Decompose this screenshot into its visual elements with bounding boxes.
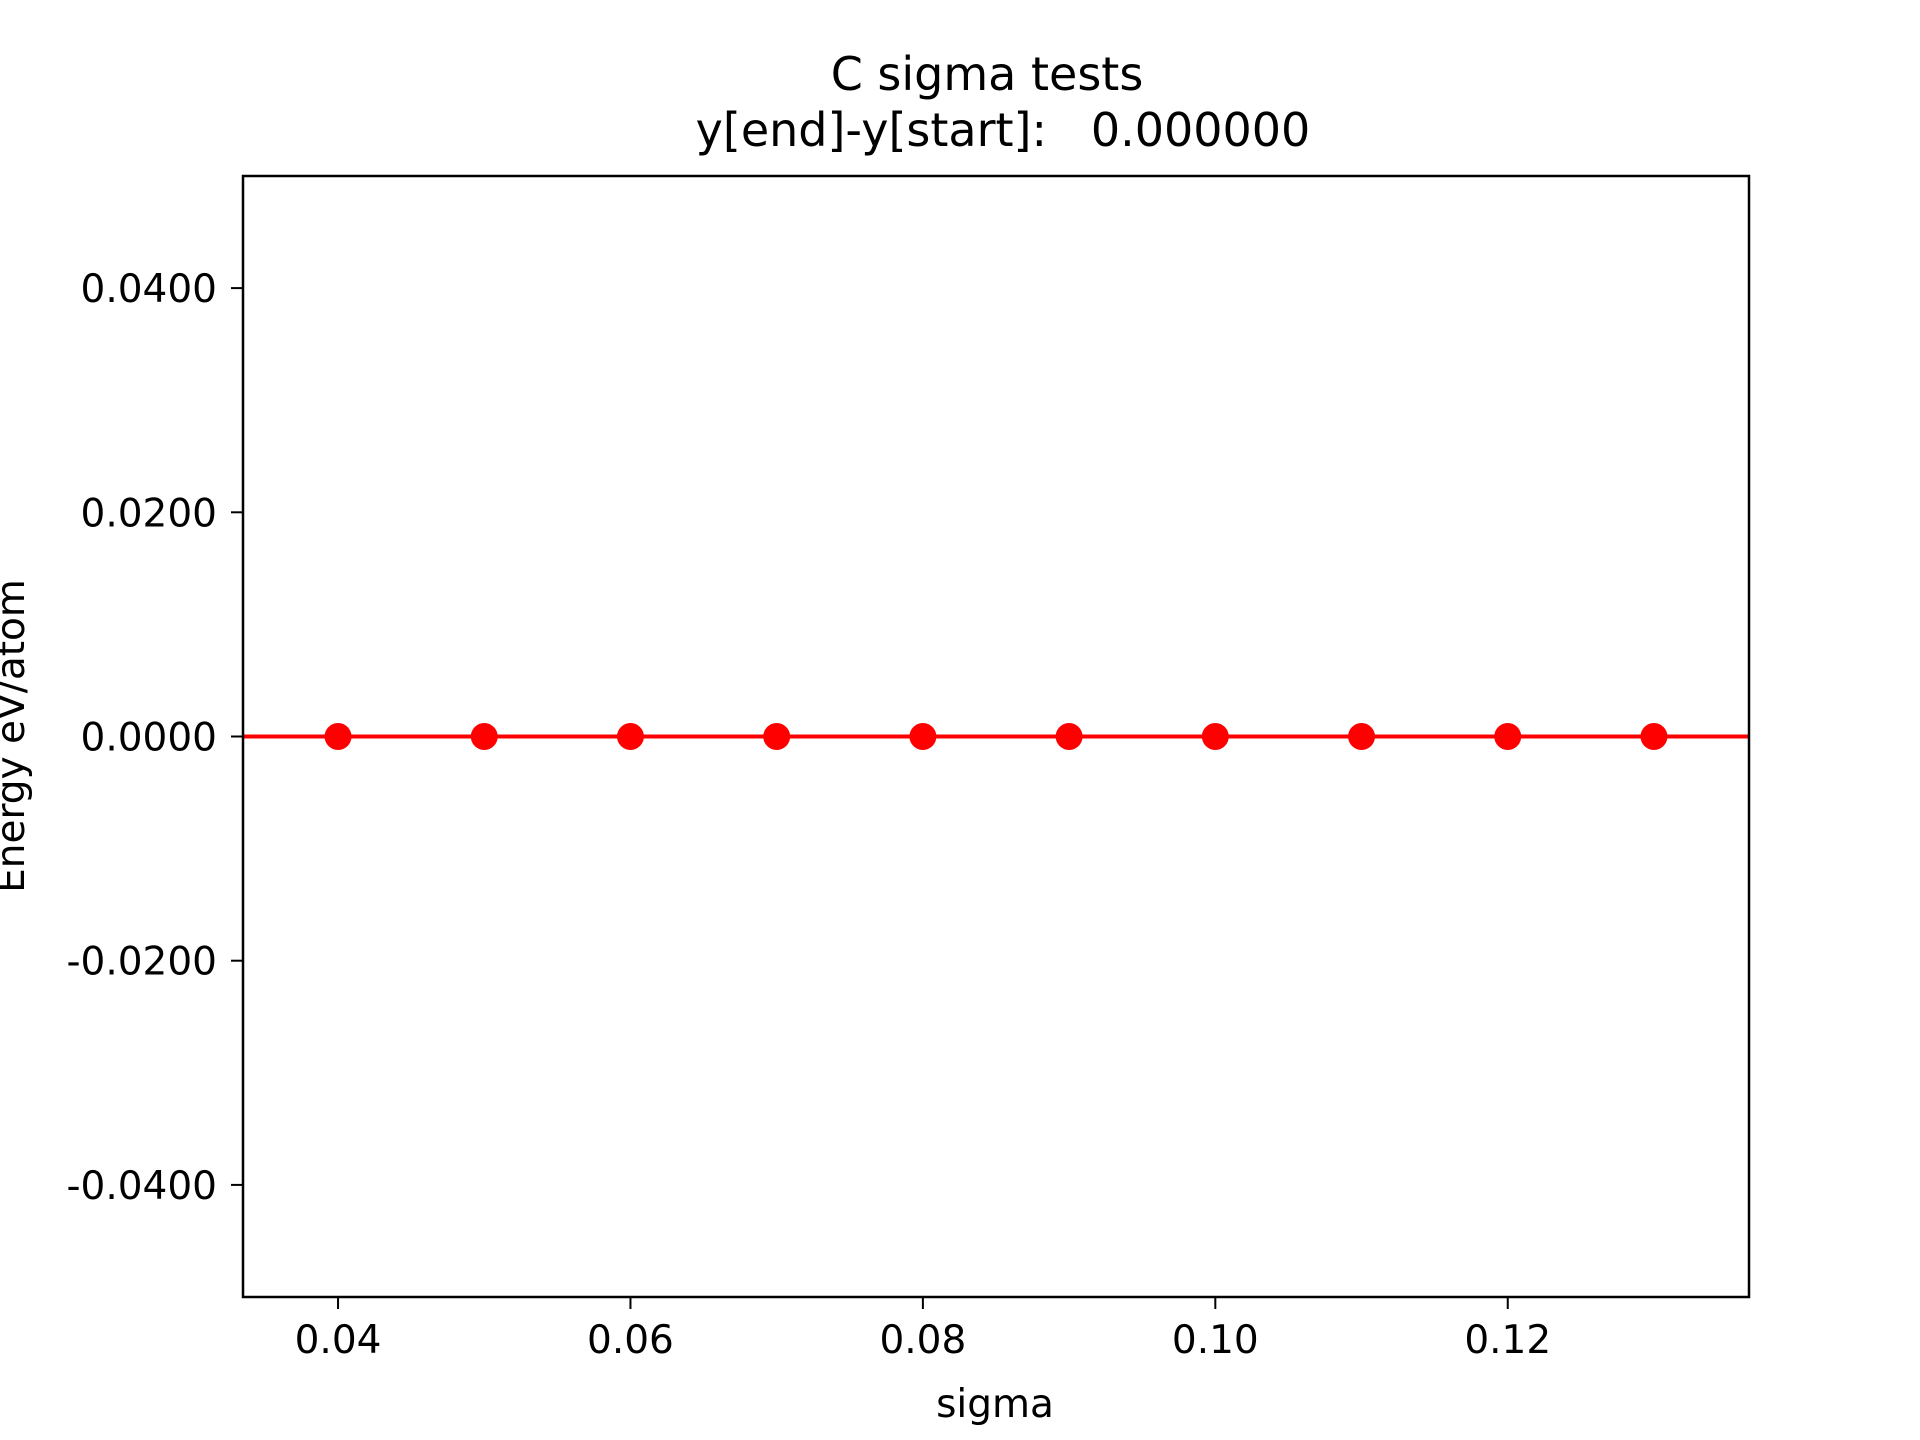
data-point [1348,723,1376,750]
y-tick-label: 0.0400 [81,267,217,312]
x-tick-label: 0.08 [879,1318,966,1363]
data-point [470,723,498,750]
data-point [1494,723,1522,750]
data-point [616,723,644,750]
data-point [909,723,937,750]
data-point [763,723,791,750]
data-point [324,723,352,750]
data-point [1055,723,1083,750]
y-axis-label: Energy eV/atom [0,579,34,893]
plot-area [243,723,1749,750]
x-axis-label: sigma [936,1382,1054,1427]
chart-title: C sigma tests [831,47,1144,101]
y-tick-label: 0.0000 [81,716,217,761]
y-axis-ticks: -0.0400 -0.0200 0.0000 0.0200 0.0400 [66,267,243,1209]
x-tick-label: 0.04 [295,1318,382,1363]
x-tick-label: 0.10 [1172,1318,1259,1363]
x-tick-label: 0.12 [1464,1318,1551,1363]
y-tick-label: -0.0400 [66,1164,217,1209]
chart-subtitle: y[end]-y[start]: 0.000000 [696,103,1311,157]
data-point [1640,723,1668,750]
x-tick-label: 0.06 [587,1318,674,1363]
data-point [1201,723,1229,750]
y-tick-label: 0.0200 [81,491,217,536]
y-tick-label: -0.0200 [66,940,217,985]
x-axis-ticks: 0.04 0.06 0.08 0.10 0.12 [295,1297,1551,1363]
